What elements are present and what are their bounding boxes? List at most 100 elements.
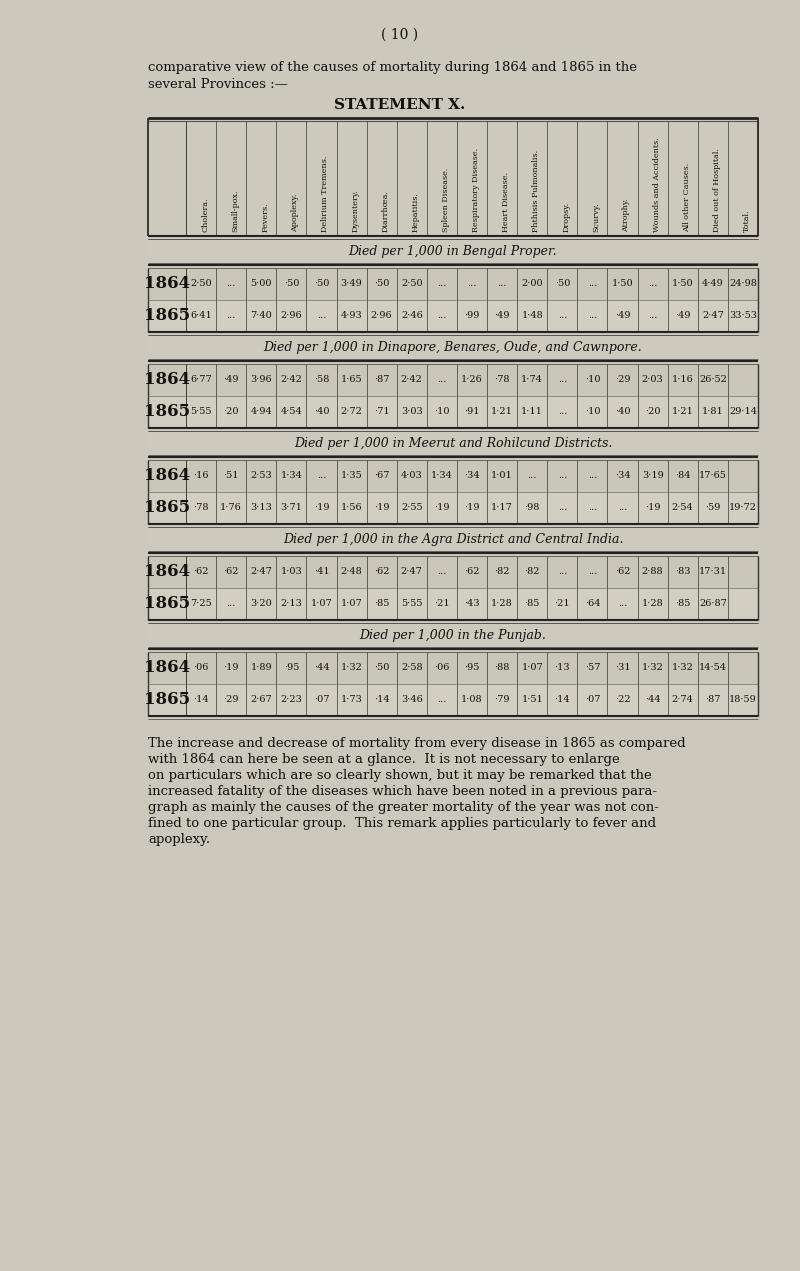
Text: 1·11: 1·11 [522, 408, 543, 417]
Text: on particulars which are so clearly shown, but it may be remarked that the: on particulars which are so clearly show… [148, 769, 652, 782]
Text: ·34: ·34 [614, 472, 630, 480]
Text: 3·19: 3·19 [642, 472, 663, 480]
Text: 3·96: 3·96 [250, 375, 272, 385]
Text: Apoplexy.: Apoplexy. [291, 193, 299, 233]
Text: Cholera.: Cholera. [201, 197, 209, 233]
Text: Diarrhœa.: Diarrhœa. [382, 191, 390, 233]
Text: ·83: ·83 [675, 567, 690, 577]
Text: ·49: ·49 [223, 375, 239, 385]
Text: ·43: ·43 [464, 600, 480, 609]
Text: 1864: 1864 [144, 660, 190, 676]
Text: Hepatitis.: Hepatitis. [412, 192, 420, 233]
Text: graph as mainly the causes of the greater mortality of the year was not con-: graph as mainly the causes of the greate… [148, 801, 659, 813]
Text: Died per 1,000 in the Agra District and Central India.: Died per 1,000 in the Agra District and … [282, 533, 623, 545]
Text: ...: ... [317, 311, 326, 320]
Text: 2·00: 2·00 [522, 280, 543, 289]
Text: 1·89: 1·89 [250, 663, 272, 672]
Text: ·21: ·21 [554, 600, 570, 609]
Text: ·49: ·49 [614, 311, 630, 320]
Bar [148, 239, 758, 263]
Text: Spleen Disease.: Spleen Disease. [442, 168, 450, 233]
Text: 2·58: 2·58 [401, 663, 422, 672]
Text: 2·96: 2·96 [281, 311, 302, 320]
Text: ·19: ·19 [314, 503, 330, 512]
Bar [148, 623, 758, 647]
Text: 1·17: 1·17 [491, 503, 513, 512]
Text: 1865: 1865 [144, 596, 190, 613]
Text: ...: ... [438, 311, 446, 320]
Text: ...: ... [438, 567, 446, 577]
Text: 1865: 1865 [144, 500, 190, 516]
Text: Fevers.: Fevers. [262, 202, 270, 233]
Text: ...: ... [588, 503, 597, 512]
Text: ...: ... [438, 375, 446, 385]
Text: ·84: ·84 [675, 472, 690, 480]
Text: 1·50: 1·50 [672, 280, 694, 289]
Text: ...: ... [588, 472, 597, 480]
Text: 2·46: 2·46 [401, 311, 422, 320]
Text: 5·55: 5·55 [190, 408, 212, 417]
Text: Scurvy.: Scurvy. [593, 202, 601, 233]
Bar [148, 364, 758, 397]
Text: ·58: ·58 [314, 375, 329, 385]
Text: ·88: ·88 [494, 663, 510, 672]
Text: 1864: 1864 [144, 563, 190, 581]
Text: 1·74: 1·74 [522, 375, 543, 385]
Text: Dropsy.: Dropsy. [562, 202, 570, 233]
Text: 2·72: 2·72 [341, 408, 362, 417]
Text: Phthisis Pulmonalis.: Phthisis Pulmonalis. [532, 150, 540, 233]
Text: 1·08: 1·08 [461, 695, 483, 704]
Text: ·50: ·50 [374, 663, 390, 672]
Text: 2·53: 2·53 [250, 472, 272, 480]
Text: 1·65: 1·65 [341, 375, 362, 385]
Text: ·82: ·82 [494, 567, 510, 577]
Text: 2·03: 2·03 [642, 375, 663, 385]
Text: 26·52: 26·52 [699, 375, 726, 385]
Text: Died out of Hospital.: Died out of Hospital. [713, 149, 721, 233]
Text: ·44: ·44 [645, 695, 661, 704]
Text: 1·07: 1·07 [310, 600, 332, 609]
Text: ...: ... [438, 695, 446, 704]
Text: 2·74: 2·74 [672, 695, 694, 704]
Text: 7·25: 7·25 [190, 600, 212, 609]
Bar [148, 121, 758, 236]
Text: ·34: ·34 [464, 472, 480, 480]
Text: 1·07: 1·07 [341, 600, 362, 609]
Text: ...: ... [558, 472, 567, 480]
Text: ...: ... [588, 567, 597, 577]
Text: 1·21: 1·21 [491, 408, 513, 417]
Text: ...: ... [648, 280, 658, 289]
Text: ·13: ·13 [554, 663, 570, 672]
Text: ·50: ·50 [374, 280, 390, 289]
Text: ·85: ·85 [374, 600, 390, 609]
Text: ...: ... [438, 280, 446, 289]
Text: ·62: ·62 [614, 567, 630, 577]
Text: ...: ... [498, 280, 506, 289]
Text: ...: ... [618, 600, 627, 609]
Text: 1·51: 1·51 [522, 695, 543, 704]
Text: ·62: ·62 [374, 567, 390, 577]
Text: 4·94: 4·94 [250, 408, 272, 417]
Text: 2·23: 2·23 [281, 695, 302, 704]
Text: 2·96: 2·96 [371, 311, 393, 320]
Text: ·19: ·19 [434, 503, 450, 512]
Text: ·71: ·71 [374, 408, 390, 417]
Text: 17·65: 17·65 [699, 472, 726, 480]
Text: ...: ... [558, 311, 567, 320]
Text: ·59: ·59 [705, 503, 721, 512]
Text: Total.: Total. [743, 210, 751, 233]
Text: ·87: ·87 [374, 375, 390, 385]
Text: ·50: ·50 [554, 280, 570, 289]
Text: ·29: ·29 [223, 695, 239, 704]
Text: apoplexy.: apoplexy. [148, 833, 210, 846]
Text: 1·28: 1·28 [642, 600, 663, 609]
Text: 14·54: 14·54 [699, 663, 727, 672]
Text: 1·32: 1·32 [642, 663, 663, 672]
Text: 1·56: 1·56 [341, 503, 362, 512]
Text: ·07: ·07 [585, 695, 600, 704]
Text: ·19: ·19 [223, 663, 239, 672]
Text: 3·03: 3·03 [401, 408, 422, 417]
Text: ·67: ·67 [374, 472, 390, 480]
Text: 2·50: 2·50 [190, 280, 212, 289]
Text: 3·49: 3·49 [341, 280, 362, 289]
